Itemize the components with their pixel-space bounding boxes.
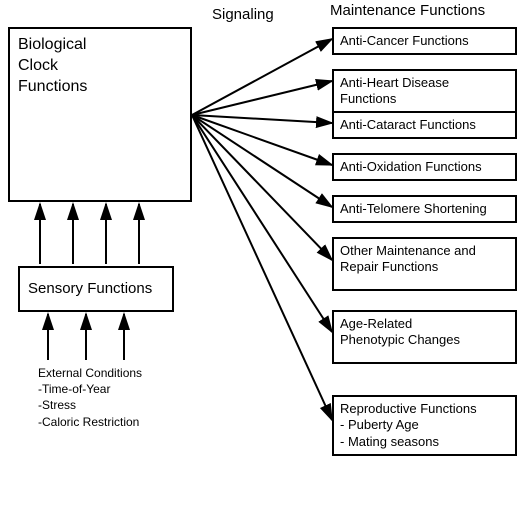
arrow — [192, 39, 332, 115]
maintenance-function-line: - Puberty Age — [340, 417, 509, 433]
maintenance-function-box: Anti-Oxidation Functions — [332, 153, 517, 181]
maintenance-function-line: Phenotypic Changes — [340, 332, 509, 348]
biological-clock-text: Biological Clock Functions — [18, 36, 87, 95]
maintenance-function-line: - Mating seasons — [340, 434, 509, 450]
maintenance-function-box: Age-RelatedPhenotypic Changes — [332, 310, 517, 364]
external-condition-item: -Stress — [38, 397, 142, 413]
sensory-functions-box: Sensory Functions — [18, 266, 174, 312]
maintenance-function-box: Anti-Cancer Functions — [332, 27, 517, 55]
maintenance-function-box: Reproductive Functions- Puberty Age- Mat… — [332, 395, 517, 456]
maintenance-function-box: Other Maintenance andRepair Functions — [332, 237, 517, 291]
maintenance-function-line: Repair Functions — [340, 259, 509, 275]
maintenance-function-box: Anti-Cataract Functions — [332, 111, 517, 139]
maintenance-function-line: Anti-Telomere Shortening — [340, 201, 509, 217]
maintenance-function-box: Anti-Telomere Shortening — [332, 195, 517, 223]
biological-clock-box: Biological Clock Functions — [8, 27, 192, 202]
maintenance-function-line: Anti-Heart Disease Functions — [340, 75, 509, 108]
external-condition-item: -Time-of-Year — [38, 381, 142, 397]
maintenance-function-line: Age-Related — [340, 316, 509, 332]
maintenance-function-box: Anti-Heart Disease Functions — [332, 69, 517, 114]
maintenance-header: Maintenance Functions — [330, 2, 485, 19]
external-conditions-block: External Conditions -Time-of-Year-Stress… — [38, 365, 142, 430]
sensory-functions-text: Sensory Functions — [28, 279, 152, 299]
maintenance-function-line: Anti-Oxidation Functions — [340, 159, 509, 175]
external-conditions-title: External Conditions — [38, 365, 142, 381]
external-condition-item: -Caloric Restriction — [38, 414, 142, 430]
arrow — [192, 115, 332, 332]
maintenance-function-line: Anti-Cataract Functions — [340, 117, 509, 133]
maintenance-function-line: Reproductive Functions — [340, 401, 509, 417]
maintenance-function-line: Anti-Cancer Functions — [340, 33, 509, 49]
signaling-label: Signaling — [212, 6, 274, 23]
maintenance-function-line: Other Maintenance and — [340, 243, 509, 259]
arrow — [192, 115, 332, 260]
arrow — [192, 81, 332, 115]
